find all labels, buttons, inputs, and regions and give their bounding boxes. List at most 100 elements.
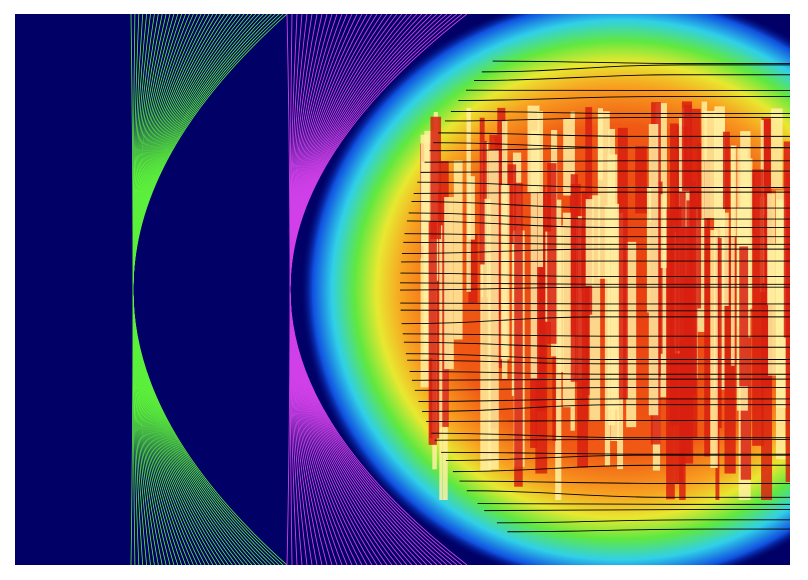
contour-line bbox=[407, 359, 790, 365]
contour-line bbox=[399, 286, 790, 291]
streak bbox=[783, 141, 790, 338]
contour-line bbox=[481, 64, 790, 73]
streak bbox=[610, 203, 619, 442]
streak bbox=[697, 143, 702, 309]
contour-line bbox=[406, 220, 790, 228]
contour-line bbox=[404, 233, 790, 238]
contour-line bbox=[474, 74, 790, 81]
contour-line bbox=[459, 480, 790, 484]
streak bbox=[581, 191, 587, 402]
streak bbox=[597, 108, 603, 180]
streak bbox=[494, 136, 504, 316]
streak bbox=[689, 108, 701, 240]
streak bbox=[704, 160, 711, 457]
streak bbox=[537, 186, 546, 412]
streak bbox=[730, 145, 735, 366]
streak bbox=[488, 150, 499, 470]
contour-line bbox=[434, 438, 790, 441]
streak bbox=[430, 116, 442, 240]
streak bbox=[648, 124, 659, 416]
contour-line bbox=[401, 316, 790, 325]
streak bbox=[585, 199, 594, 286]
contour-line bbox=[405, 353, 790, 360]
field-layers bbox=[130, 14, 790, 565]
contour-line bbox=[431, 432, 790, 439]
contour-line bbox=[422, 404, 790, 413]
streak bbox=[468, 233, 478, 304]
streak bbox=[501, 121, 508, 379]
contour-line bbox=[400, 302, 790, 305]
streak bbox=[597, 111, 610, 279]
streak bbox=[626, 241, 637, 428]
streak bbox=[743, 158, 753, 309]
streak bbox=[768, 243, 779, 376]
streak bbox=[547, 163, 557, 344]
streak bbox=[439, 225, 443, 500]
contour-line bbox=[507, 528, 790, 533]
streak bbox=[570, 174, 579, 382]
streak bbox=[771, 108, 783, 189]
contour-line bbox=[400, 282, 790, 285]
contour-line bbox=[401, 248, 790, 255]
contour-line bbox=[411, 200, 790, 209]
streak bbox=[681, 101, 693, 192]
streak bbox=[761, 214, 772, 389]
streak bbox=[428, 221, 437, 445]
contour-line bbox=[400, 272, 790, 278]
contour-line bbox=[403, 241, 790, 245]
contour-line bbox=[413, 191, 790, 194]
streak bbox=[563, 118, 571, 196]
contour-line bbox=[426, 419, 790, 423]
contour-line bbox=[477, 503, 790, 505]
contour-line bbox=[496, 519, 790, 524]
streak bbox=[589, 195, 601, 421]
contour-line bbox=[492, 60, 790, 65]
streak bbox=[752, 169, 764, 446]
streak bbox=[762, 118, 771, 233]
streak bbox=[479, 117, 485, 265]
contour-line bbox=[450, 110, 790, 115]
streak bbox=[467, 176, 475, 240]
streak bbox=[581, 224, 586, 291]
streak bbox=[717, 237, 722, 429]
contour-line bbox=[444, 116, 790, 122]
streak bbox=[659, 194, 667, 268]
contour-line bbox=[458, 96, 790, 101]
contour-line bbox=[424, 160, 790, 163]
streak bbox=[670, 123, 679, 426]
contour-line bbox=[466, 490, 790, 498]
streak bbox=[530, 130, 539, 379]
streak bbox=[686, 200, 698, 438]
streak bbox=[775, 190, 786, 460]
contour-line bbox=[445, 454, 790, 461]
streak bbox=[507, 164, 517, 244]
streak bbox=[724, 236, 736, 474]
streak bbox=[722, 131, 730, 210]
contour-line bbox=[429, 147, 790, 152]
magenta-curve bbox=[289, 14, 468, 565]
streak bbox=[514, 182, 523, 487]
streak bbox=[714, 106, 725, 227]
streak bbox=[710, 230, 718, 468]
streak bbox=[421, 162, 425, 246]
contour-line bbox=[400, 309, 790, 312]
contour-line bbox=[409, 371, 790, 375]
contour-line bbox=[411, 378, 790, 381]
contour-line bbox=[438, 132, 790, 137]
streak bbox=[555, 199, 562, 500]
contour-line bbox=[417, 181, 790, 188]
contour-line bbox=[401, 260, 790, 263]
contour-line bbox=[414, 387, 790, 391]
contour-line bbox=[408, 212, 790, 220]
contour-line bbox=[402, 333, 790, 337]
contour-line bbox=[484, 509, 790, 512]
streak bbox=[453, 160, 463, 340]
streak bbox=[720, 212, 729, 306]
contour-line bbox=[420, 170, 790, 173]
streak bbox=[537, 110, 544, 268]
contour-line bbox=[418, 398, 790, 402]
streak bbox=[617, 127, 628, 399]
streak bbox=[704, 110, 716, 219]
